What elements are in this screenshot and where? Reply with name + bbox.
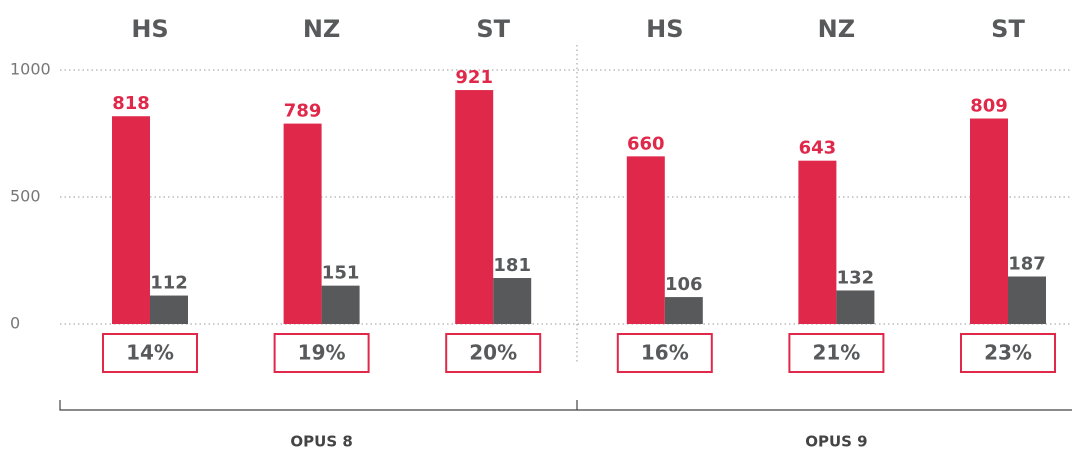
value-label: 181 bbox=[493, 255, 531, 276]
value-label: 789 bbox=[284, 101, 322, 122]
value-label: 818 bbox=[112, 93, 150, 114]
bar bbox=[626, 156, 665, 324]
share-label: 21% bbox=[812, 341, 860, 365]
share-label: 20% bbox=[469, 341, 517, 365]
value-label: 112 bbox=[150, 273, 188, 294]
category-label: ST bbox=[476, 15, 510, 43]
bar bbox=[1008, 276, 1046, 324]
share-box bbox=[273, 333, 370, 373]
y-tick-label: 1000 bbox=[10, 60, 51, 79]
group-label: OPUS 8 bbox=[290, 433, 352, 451]
share-label: 16% bbox=[641, 341, 689, 365]
category-label: HS bbox=[131, 15, 168, 43]
category-label: NZ bbox=[818, 15, 856, 43]
y-tick-label: 500 bbox=[10, 187, 41, 206]
bar bbox=[836, 290, 875, 324]
group-label: OPUS 9 bbox=[805, 433, 867, 451]
bar bbox=[493, 278, 532, 324]
value-label: 643 bbox=[799, 138, 837, 159]
value-label: 187 bbox=[1008, 254, 1046, 275]
value-label: 132 bbox=[837, 267, 875, 288]
category-label: ST bbox=[991, 15, 1025, 43]
value-label: 660 bbox=[627, 133, 665, 154]
value-label: 106 bbox=[665, 274, 703, 295]
share-label: 19% bbox=[298, 341, 346, 365]
bar bbox=[112, 116, 150, 324]
bar bbox=[321, 285, 360, 324]
share-box bbox=[788, 333, 885, 373]
value-label: 151 bbox=[322, 263, 360, 284]
share-box bbox=[102, 333, 198, 373]
bar bbox=[455, 90, 494, 324]
share-box bbox=[445, 333, 542, 373]
category-label: NZ bbox=[303, 15, 341, 43]
group-bracket bbox=[59, 400, 1072, 411]
category-label: HS bbox=[646, 15, 683, 43]
bar bbox=[970, 118, 1008, 324]
share-label: 23% bbox=[984, 341, 1032, 365]
y-tick-label: 0 bbox=[10, 314, 20, 333]
bar bbox=[798, 160, 837, 324]
share-label: 14% bbox=[126, 341, 174, 365]
value-label: 809 bbox=[970, 96, 1008, 117]
share-box bbox=[616, 333, 713, 373]
share-box bbox=[960, 333, 1056, 373]
bar bbox=[664, 297, 703, 324]
bar bbox=[283, 123, 322, 325]
value-label: 921 bbox=[455, 67, 493, 88]
bar bbox=[150, 295, 188, 324]
